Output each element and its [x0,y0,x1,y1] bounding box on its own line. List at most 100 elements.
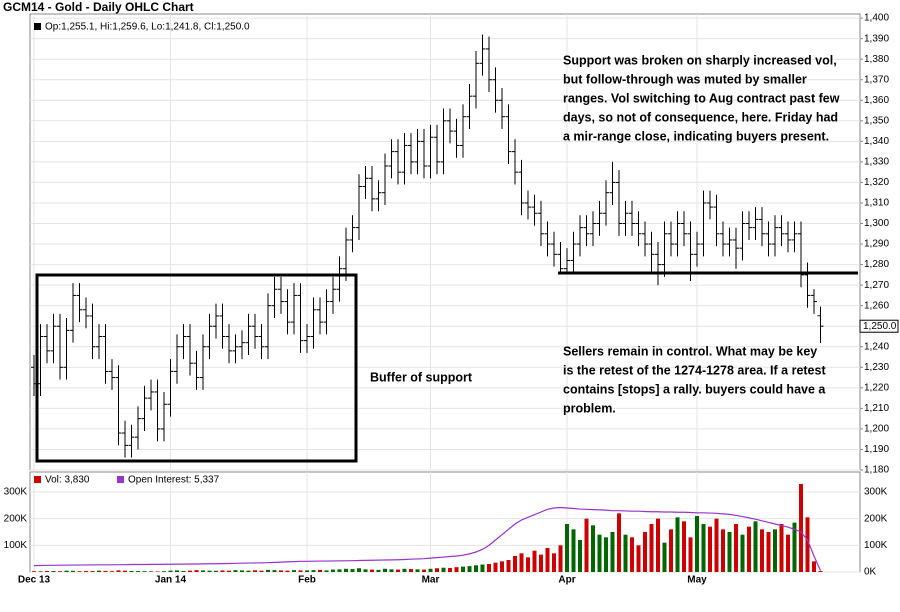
volume-bar [604,537,608,572]
volume-bar [675,517,680,572]
volume-bar [38,571,43,572]
volume-bar [324,570,329,572]
y-tick-label: 1,400 [864,13,889,24]
volume-bar [662,542,667,572]
volume-bar [428,568,433,572]
y-tick-label: 1,220 [864,382,889,393]
volume-bar [682,521,686,572]
volume-bar [45,571,49,572]
volume-bar [753,521,758,572]
volume-bar [383,568,387,572]
volume-bar [396,569,400,572]
last-price-label: 1,250.0 [863,321,897,332]
volume-bar [701,524,706,572]
volume-bar [786,534,790,572]
volume-bar [799,484,803,572]
volume-bar [740,534,745,572]
volume-bar [259,570,264,572]
last-price-box [859,319,899,333]
price-panel [29,13,861,471]
oi-legend: Open Interest: 5,337 [128,475,220,486]
volume-bar [721,529,725,572]
volume-bar [649,524,654,572]
volume-bar [506,560,511,572]
y-tick-label: 1,190 [864,444,889,455]
volume-bar [584,518,589,572]
volume-bar [734,524,738,572]
volume-bar [714,518,719,572]
volume-bar [110,571,114,572]
volume-bar [84,570,88,572]
volume-bar [64,570,69,572]
legend-swatch [117,476,124,483]
volume-bar [90,571,95,572]
volume-bar [168,570,173,572]
volume-bar [292,570,296,572]
annotation: but follow-through was muted by smaller [563,72,807,86]
volume-bar [766,532,771,572]
volume-bar [123,570,127,572]
grid [30,14,860,573]
volume-bar [578,540,582,572]
y-tick-label: 1,390 [864,33,889,44]
y-tick-label: 1,230 [864,362,889,373]
annotation: Buffer of support [370,370,473,384]
volume-bar [643,532,647,572]
volume-bar [175,570,179,572]
volume-bar [285,570,290,572]
y2-tick-label: 300K [864,487,888,498]
y-tick-label: 1,280 [864,259,889,270]
y-tick-label: 1,240 [864,341,889,352]
volume-bar [357,568,361,572]
volume-bar [539,554,543,572]
volume-bar [253,570,257,572]
volume-bar [370,569,374,572]
y-tick-label: 1,350 [864,115,889,126]
y2-tick-label-left: 200K [4,513,28,524]
y-tick-label: 1,370 [864,74,889,85]
volume-bar [409,569,413,572]
x-tick-label: Apr [558,575,575,586]
volume-bar [207,570,212,572]
volume-bar [480,564,485,572]
volume-bar [266,569,270,572]
open-interest-line [33,506,822,571]
volume-bar [818,570,823,572]
volume-bar [305,570,309,572]
legend-swatch [34,476,41,483]
volume-bar [97,570,101,572]
volume-bar [194,570,199,572]
y-tick-label: 1,300 [864,218,889,229]
volume-bar [227,570,231,572]
volume-bar [389,569,394,572]
volume-bar [71,570,75,572]
volume-bar [500,561,504,572]
volume-bar [214,570,218,572]
volume-bar [448,568,452,572]
volume-bar [77,571,82,572]
volume-bar [376,569,381,572]
y2-tick-label-left: 100K [4,540,28,551]
y-tick-label: 1,200 [864,424,889,435]
y2-tick-label: 0K [864,567,877,578]
y2-tick-label-left: 300K [4,487,28,498]
volume-bar [298,570,303,572]
annotation: Sellers remain in control. What may be k… [563,344,817,358]
volume-bar [461,566,465,572]
volume-bar [422,569,426,572]
volume-bar [656,518,660,572]
volume-bar [532,550,537,572]
volume-bar [552,553,556,572]
volume-bar [695,516,699,572]
volume-bar [279,570,283,572]
volume-bar [526,557,530,572]
annotation: contains [stops] a rally. buyers could h… [563,382,826,396]
volume-bar [363,569,368,572]
annotation: a mir-range close, indicating buyers pre… [563,129,829,143]
volume-bar [688,537,693,572]
volume-bar [58,571,62,572]
x-tick-label: Jan 14 [155,575,187,586]
y-tick-label: 1,380 [864,54,889,65]
volume-bar [747,526,751,572]
x-tick-label: May [687,575,707,586]
